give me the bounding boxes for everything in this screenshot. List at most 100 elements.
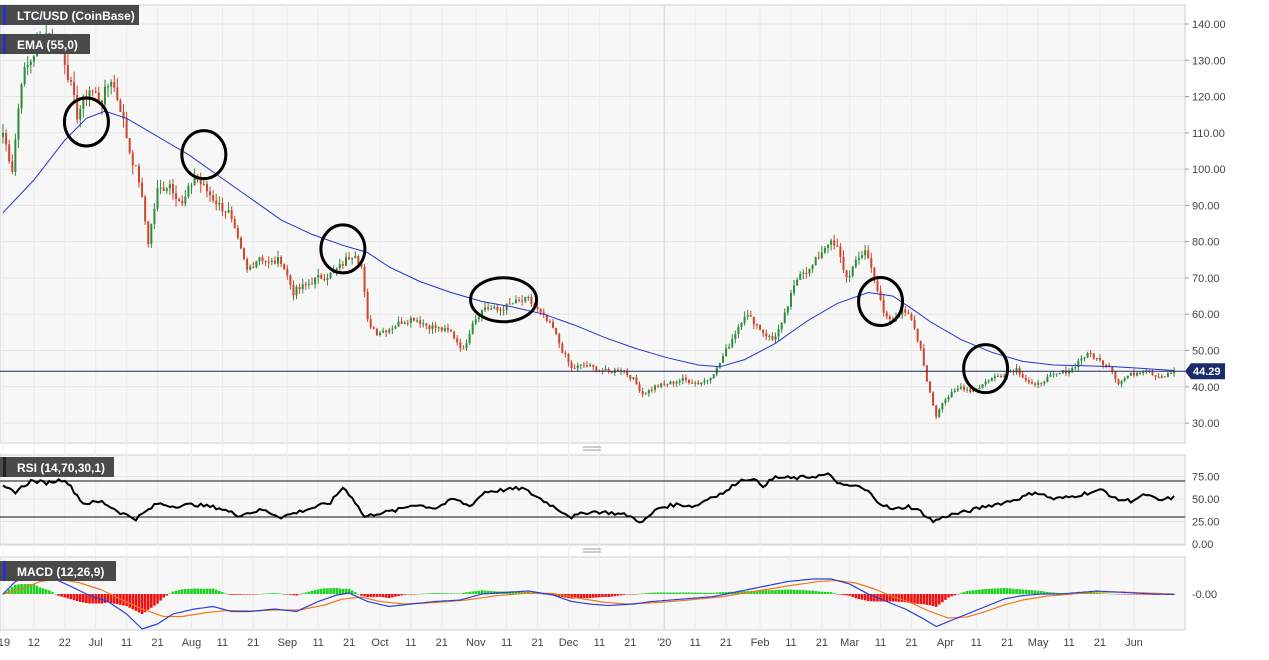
macd-histogram-bar xyxy=(724,592,728,594)
candle xyxy=(527,295,530,301)
price-pane-bg xyxy=(0,4,1186,444)
macd-histogram-bar xyxy=(131,594,135,610)
candle-body xyxy=(789,292,792,307)
ema-label-marker xyxy=(3,34,6,54)
candle xyxy=(635,374,638,385)
candle xyxy=(239,236,242,250)
candle xyxy=(697,380,700,385)
macd-histogram-bar xyxy=(211,588,215,594)
candle-body xyxy=(604,369,607,371)
candle xyxy=(1154,375,1157,381)
candle xyxy=(820,246,823,260)
rsi-line xyxy=(2,472,1175,524)
macd-histogram-bar xyxy=(950,594,953,597)
macd-histogram-bar xyxy=(944,594,947,600)
macd-histogram-bar xyxy=(1129,594,1133,595)
macd-histogram-bar xyxy=(177,590,181,594)
macd-histogram-bar xyxy=(1135,594,1139,595)
candle-body xyxy=(950,392,953,398)
candle xyxy=(5,129,8,152)
candle-body xyxy=(264,260,267,262)
axes-layer: 30.00 40.00 50.00 60.00 70.00 80.00 90.00 100.0… xyxy=(0,19,1226,649)
candle-body xyxy=(1142,371,1145,374)
candle xyxy=(344,252,347,267)
candle xyxy=(1089,349,1092,358)
macd-histogram-bar xyxy=(180,589,184,594)
macd-histogram-bar xyxy=(100,594,104,604)
macd-pane-resize-handle[interactable] xyxy=(583,548,601,553)
candle-body xyxy=(882,299,885,313)
macd-histogram-bar xyxy=(72,594,76,601)
candle-body xyxy=(984,381,987,385)
candle-body xyxy=(873,267,876,281)
macd-histogram-bar xyxy=(687,592,691,594)
macd-histogram-bar xyxy=(224,593,227,594)
macd-histogram-bar xyxy=(1104,593,1108,594)
candle xyxy=(623,369,626,374)
candle xyxy=(518,297,521,303)
candle-body xyxy=(885,312,888,317)
macd-histogram-bar xyxy=(1036,590,1040,594)
candle-body xyxy=(1012,371,1015,373)
candle-body xyxy=(409,317,412,323)
macd-histogram-bar xyxy=(913,594,916,604)
candle xyxy=(657,384,660,388)
rsi-pane-resize-handle[interactable] xyxy=(583,446,601,451)
candle xyxy=(536,302,539,313)
macd-histogram-bar xyxy=(919,594,923,605)
candle-body xyxy=(314,277,317,285)
candle-body xyxy=(227,210,230,213)
candle-body xyxy=(320,274,323,279)
candle xyxy=(1092,353,1095,360)
candle xyxy=(987,378,990,384)
macd-histogram-bar xyxy=(622,594,626,595)
candle xyxy=(830,238,833,251)
candle-body xyxy=(632,377,635,380)
macd-histogram-bar xyxy=(792,589,796,594)
candle-body xyxy=(110,82,113,87)
candle-body xyxy=(709,378,712,381)
time-tick-label: 11 xyxy=(971,637,982,649)
candle xyxy=(147,220,150,248)
candle-body xyxy=(861,255,864,258)
macd-histogram-bar xyxy=(103,594,107,603)
candle xyxy=(205,180,208,198)
candle-body xyxy=(178,199,181,201)
candle xyxy=(505,303,508,315)
candle-body xyxy=(323,278,326,280)
macd-histogram-bar xyxy=(777,589,780,594)
rsi-label-bg xyxy=(0,457,114,477)
candle-body xyxy=(326,277,329,280)
candle xyxy=(916,328,919,343)
candle-body xyxy=(573,367,576,369)
candle xyxy=(1027,377,1030,385)
candle-body xyxy=(159,187,162,189)
candle xyxy=(836,238,839,248)
candle-body xyxy=(845,270,848,278)
candle xyxy=(218,196,221,211)
macd-histogram-bar xyxy=(907,594,910,603)
candle xyxy=(576,362,579,372)
candle xyxy=(221,197,224,217)
time-tick-label: Oct xyxy=(371,637,388,649)
macd-histogram-bar xyxy=(199,588,203,594)
candle-body xyxy=(283,263,286,270)
candle-body xyxy=(996,375,999,377)
candle-body xyxy=(400,321,403,324)
candle xyxy=(681,374,684,385)
time-tick-label: 12 xyxy=(28,637,40,649)
candle-body xyxy=(1132,372,1135,376)
macd-histogram-bar xyxy=(270,593,274,594)
macd-histogram-bar xyxy=(613,594,617,597)
candle xyxy=(113,74,116,92)
candle-body xyxy=(437,327,440,329)
macd-histogram-bar xyxy=(684,592,688,594)
macd-histogram-bar xyxy=(94,594,97,604)
candle xyxy=(323,273,326,282)
candle xyxy=(490,305,493,311)
candle xyxy=(187,182,190,199)
candle-body xyxy=(1021,374,1024,378)
macd-histogram-bar xyxy=(517,591,521,594)
candle xyxy=(555,327,558,336)
candle xyxy=(150,223,153,249)
